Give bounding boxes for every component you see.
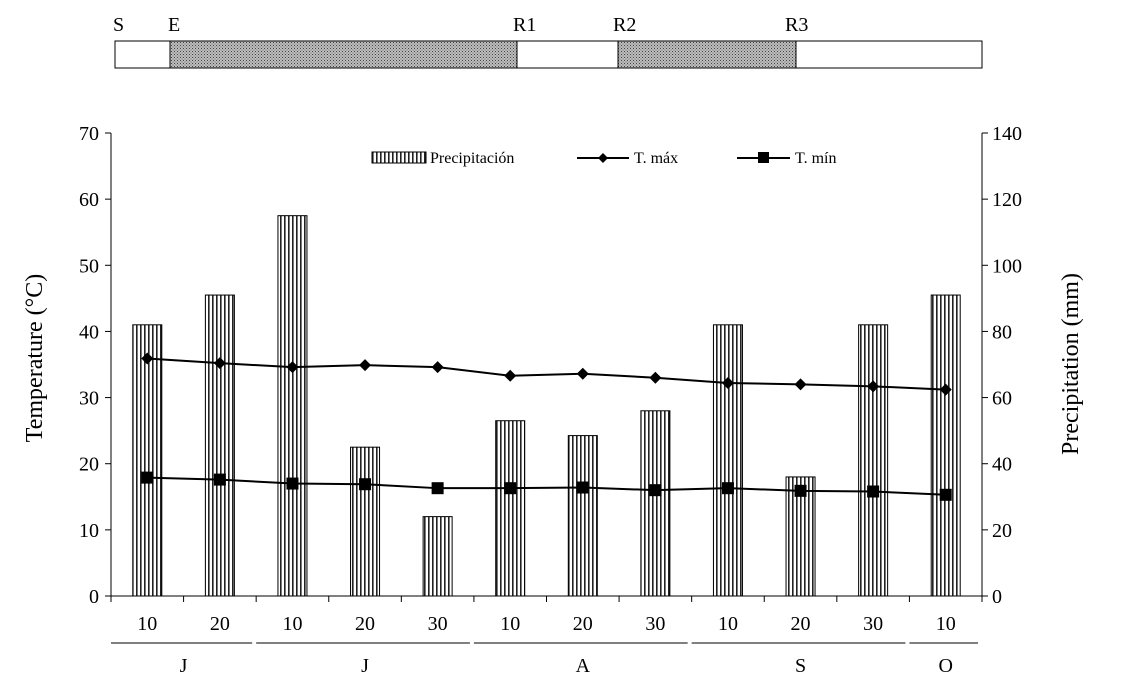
left-tick-label: 20 <box>79 454 99 476</box>
tmax-point <box>939 383 952 396</box>
tmax-point <box>431 361 444 374</box>
left-tick-label: 10 <box>79 520 99 542</box>
stage-label-R2: R2 <box>613 14 636 36</box>
tmin-point <box>213 473 226 486</box>
right-tick-label: 0 <box>992 586 1002 608</box>
tmax-point <box>504 369 517 382</box>
precipitation-bars <box>132 215 961 597</box>
right-tick-label: 100 <box>992 255 1022 277</box>
tmax-point <box>213 357 226 370</box>
legend-label-tmax: T. máx <box>634 150 678 167</box>
right-tick-label: 120 <box>992 189 1022 211</box>
x-axis-ticks: 10 20 10 20 30 10 20 30 10 20 30 10 <box>110 596 983 635</box>
right-axis-title: Precipitation (mm) <box>1058 273 1084 455</box>
tmin-point <box>431 482 444 495</box>
tmin-point <box>141 471 154 484</box>
tmin-point <box>794 484 807 497</box>
tmin-point <box>576 481 589 494</box>
left-axis-title: Temperature (°C) <box>22 274 48 443</box>
x-tick-label: 30 <box>645 613 665 635</box>
precipitation-bar <box>567 435 598 597</box>
left-tick-label: 60 <box>79 189 99 211</box>
stage-period-E-R1 <box>169 40 518 69</box>
stage-label-S: S <box>113 14 124 36</box>
phenology-stage-bar: S E R1 R2 R3 <box>113 14 983 69</box>
precipitation-bar <box>712 324 743 597</box>
tmin-point <box>939 488 952 501</box>
right-tick-label: 40 <box>992 454 1012 476</box>
stage-label-R3: R3 <box>785 14 808 36</box>
right-tick-label: 140 <box>992 123 1022 145</box>
tmax-point <box>359 359 372 372</box>
stage-label-E: E <box>168 14 180 36</box>
month-group-label: J <box>180 655 188 677</box>
x-tick-label: 10 <box>282 613 302 635</box>
tmax-line <box>147 357 946 391</box>
precipitation-bar <box>422 516 453 597</box>
legend-marker-tmin <box>758 152 769 163</box>
tmax-point <box>649 371 662 384</box>
tmin-point <box>721 482 734 495</box>
month-group-label: J <box>361 655 369 677</box>
month-group-label: O <box>938 655 952 677</box>
month-group-label: S <box>795 655 806 677</box>
tmax-point <box>286 361 299 374</box>
x-tick-label: 20 <box>791 613 811 635</box>
legend: Precipitación T. máx T. mín <box>371 150 836 167</box>
right-axis-ticks: 0 20 40 60 80 100 120 140 <box>982 123 1022 608</box>
precipitation-bar <box>640 410 671 597</box>
precipitation-bar <box>350 446 381 597</box>
right-tick-label: 20 <box>992 520 1012 542</box>
x-tick-label: 10 <box>500 613 520 635</box>
tmax-point <box>141 352 154 365</box>
precipitation-bar <box>495 420 526 597</box>
tmin-point <box>286 477 299 490</box>
legend-swatch-precipitation <box>371 151 427 164</box>
stage-label-R1: R1 <box>513 14 536 36</box>
month-group-label: A <box>576 655 591 677</box>
x-tick-label: 20 <box>573 613 593 635</box>
tmax-point <box>721 377 734 390</box>
legend-label-precipitation: Precipitación <box>430 150 514 167</box>
precipitation-bar <box>204 294 235 597</box>
x-tick-label: 10 <box>137 613 157 635</box>
left-tick-label: 0 <box>89 586 99 608</box>
tmin-point <box>867 485 880 498</box>
right-tick-label: 60 <box>992 388 1012 410</box>
precipitation-bar <box>277 215 308 597</box>
tmax-point <box>867 380 880 393</box>
stage-period-R2-R3 <box>617 40 797 69</box>
left-axis-ticks: 0 10 20 30 40 50 60 70 <box>79 123 111 608</box>
left-tick-label: 50 <box>79 255 99 277</box>
tmin-point <box>504 482 517 495</box>
tmax-point <box>576 367 589 380</box>
tmin-point <box>649 484 662 497</box>
x-tick-label: 10 <box>718 613 738 635</box>
precipitation-bar <box>132 324 163 597</box>
left-tick-label: 30 <box>79 388 99 410</box>
x-tick-label: 30 <box>863 613 883 635</box>
x-tick-label: 30 <box>428 613 448 635</box>
precipitation-bar <box>930 294 961 597</box>
temperature-lines <box>141 352 952 501</box>
precipitation-bar <box>858 324 889 597</box>
tmax-point <box>794 378 807 391</box>
left-tick-label: 70 <box>79 123 99 145</box>
legend-marker-tmax <box>598 153 608 163</box>
legend-label-tmin: T. mín <box>795 150 836 167</box>
x-tick-label: 20 <box>210 613 230 635</box>
x-tick-label: 20 <box>355 613 375 635</box>
left-tick-label: 40 <box>79 321 99 343</box>
tmin-point <box>359 478 372 491</box>
right-tick-label: 80 <box>992 321 1012 343</box>
x-tick-label: 10 <box>936 613 956 635</box>
tmin-line <box>147 476 946 496</box>
